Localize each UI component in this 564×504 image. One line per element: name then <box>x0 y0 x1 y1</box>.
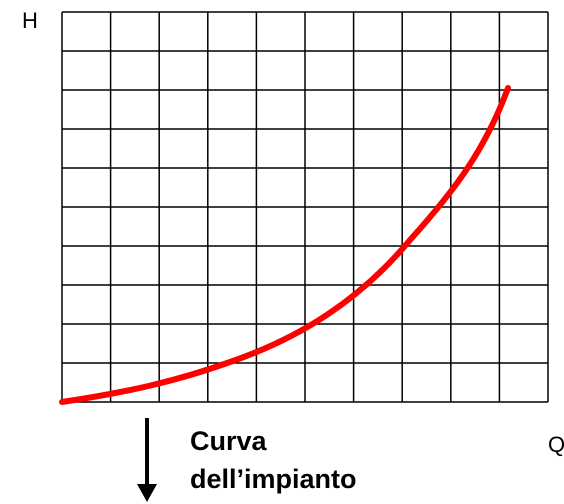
grid <box>61 11 549 403</box>
system-curve <box>59 85 511 405</box>
y-axis-label: H <box>22 8 38 33</box>
arrow-head <box>137 484 157 502</box>
caption-line: dell’impianto <box>190 464 357 494</box>
x-axis-label: Q <box>548 432 564 457</box>
caption-line: Curva <box>190 426 268 456</box>
